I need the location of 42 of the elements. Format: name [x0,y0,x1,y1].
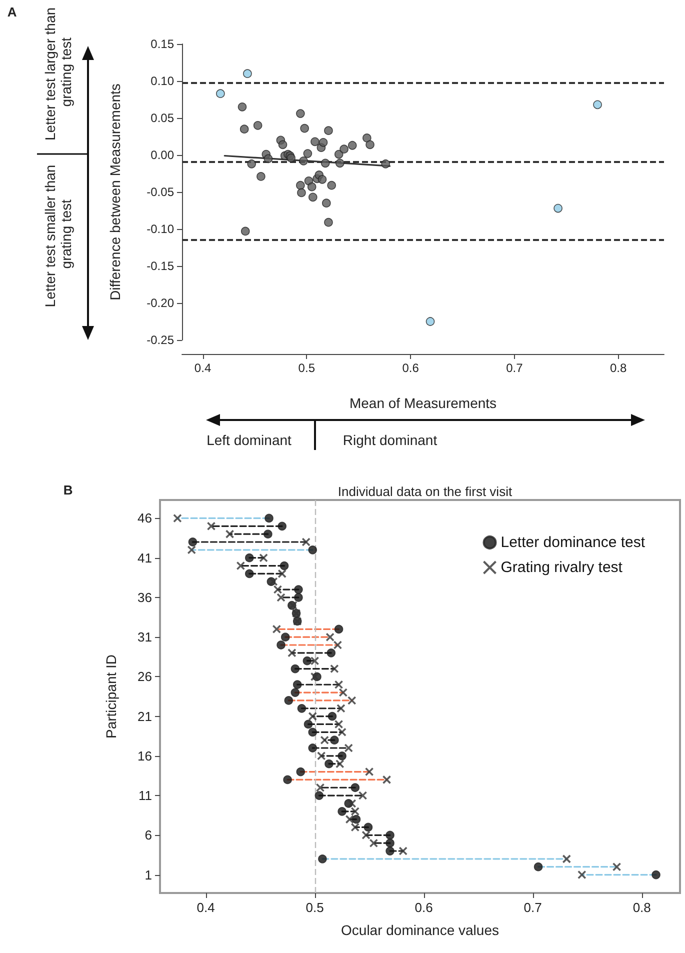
x-tick-label: 0.6 [402,361,420,375]
y-tick-label: -0.15 [146,259,174,273]
text: Left dominant [206,432,292,448]
y-tick-label: 31 [138,630,152,645]
x-tick-label: 0.4 [196,900,215,915]
y-tick-label: 0.15 [150,37,174,51]
x-tick-label: 0.7 [506,361,524,375]
y-tick-label: 0.05 [150,111,174,125]
y-tick-label: 46 [138,510,152,526]
x-axis-title: Ocular dominance values [341,922,499,938]
x-tick-label: 0.5 [298,361,316,375]
y-axis-title: Difference between Measurements [107,84,123,300]
text: Letter test larger than grating test [42,7,74,141]
y-tick-label: -0.25 [146,333,174,347]
y-tick-label: 0.00 [150,148,174,162]
x-tick-label: 0.8 [610,361,627,375]
text: Right dominant [342,432,438,448]
y-tick-label: 6 [144,828,152,843]
x-tick-label: 0.5 [306,900,324,915]
y-tick-label: -0.10 [146,222,174,236]
y-axis-title: Participant ID [103,654,119,739]
y-tick-label: 36 [138,590,152,605]
x-tick-label: 0.8 [632,900,651,915]
y-tick-label: 11 [138,788,152,804]
chart-title: Individual data on the first visit [338,484,512,499]
y-tick-label: 16 [138,748,152,764]
x-tick-label: 0.7 [524,900,542,915]
y-tick-label: -0.20 [146,296,174,310]
y-tick-label: 21 [138,708,152,724]
x-axis-title: Mean of Measurements [349,395,497,411]
text: A [7,4,18,20]
y-tick-label: 41 [138,550,152,566]
y-tick-label: 26 [138,669,152,684]
y-tick-label: -0.05 [146,185,174,199]
x-tick-label: 0.4 [194,361,212,375]
y-tick-label: 0.10 [150,74,174,88]
legend-label: Letter dominance test [500,534,646,551]
text: B [63,482,73,498]
legend-label: Grating rivalry test [500,559,624,576]
y-tick-label: 1 [144,867,152,882]
x-tick-label: 0.6 [414,900,433,915]
text: Letter test smaller than grating test [42,164,74,308]
